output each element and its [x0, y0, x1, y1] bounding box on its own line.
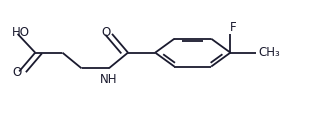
Text: CH₃: CH₃ [259, 46, 280, 59]
Text: HO: HO [12, 26, 30, 39]
Text: O: O [12, 66, 21, 79]
Text: O: O [102, 26, 111, 39]
Text: NH: NH [100, 73, 117, 86]
Text: F: F [230, 21, 236, 34]
